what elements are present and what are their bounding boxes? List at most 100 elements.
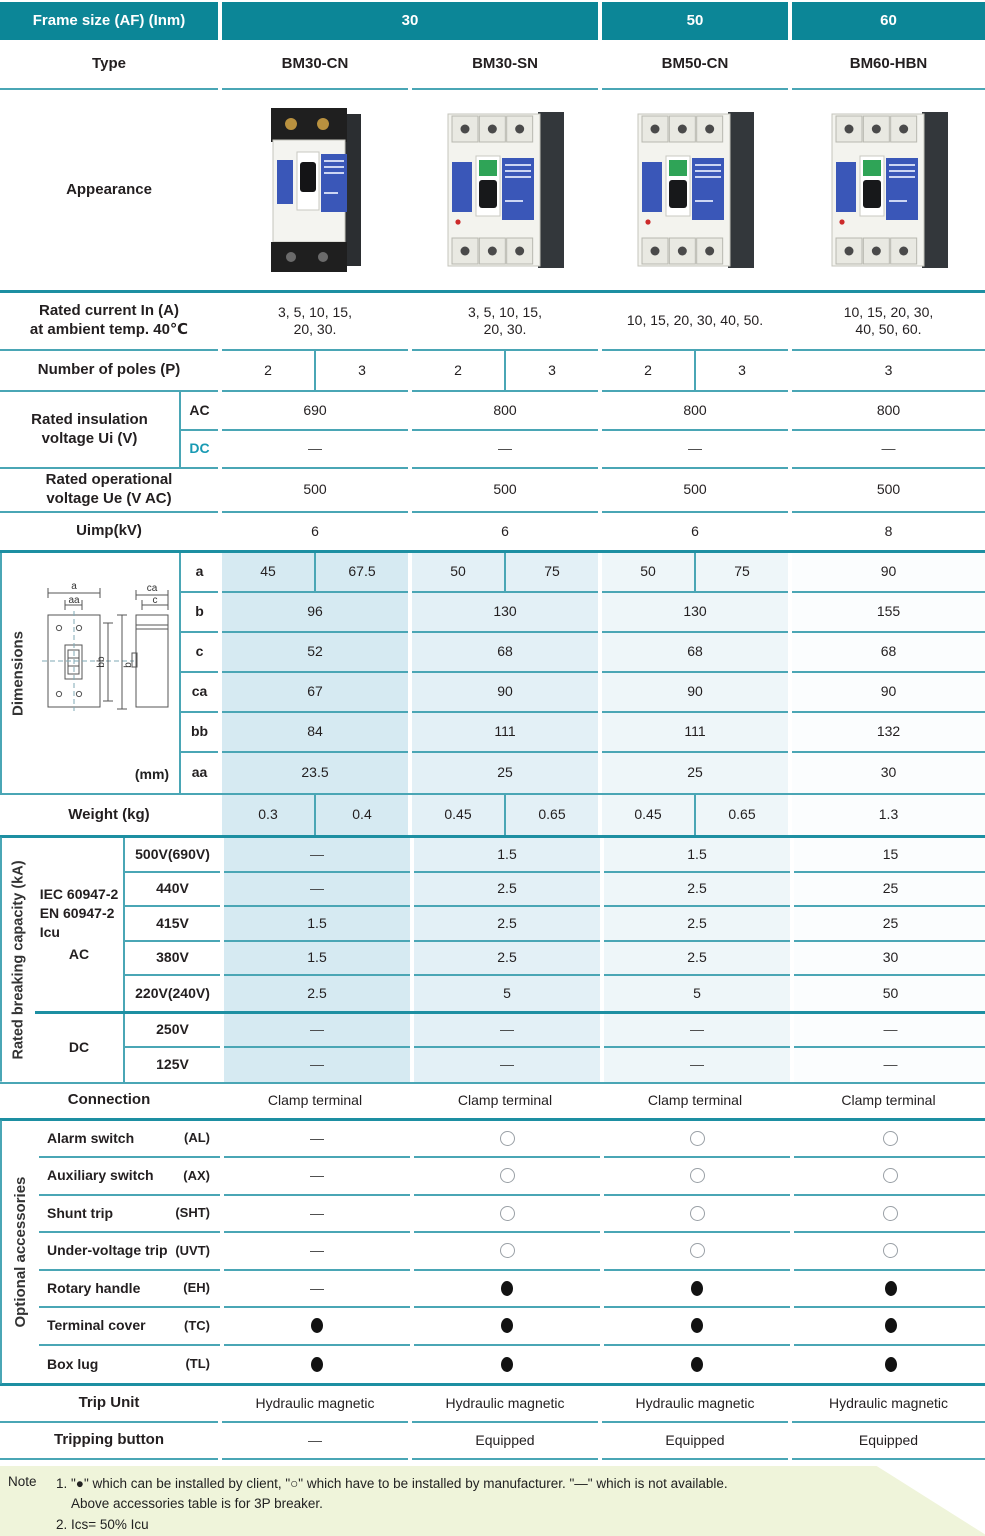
data-cell: 90: [792, 673, 985, 713]
data-subcell: 75: [694, 553, 788, 591]
section-separator: [0, 550, 985, 553]
note-block: Note 1. "●" which can be installed by cl…: [0, 1466, 985, 1536]
appearance-cell: [792, 90, 985, 290]
data-cell: 50 75: [412, 553, 598, 593]
data-cell: —: [604, 1047, 790, 1082]
breaker-illustration: [271, 108, 361, 272]
weight-label: Weight (kg): [68, 805, 150, 823]
accessory-name: Terminal cover: [47, 1317, 146, 1333]
data-cell: 155: [792, 593, 985, 633]
rated-current-row: Rated current In (A) at ambient temp. 40…: [0, 293, 985, 351]
circle-filled-icon: [691, 1280, 703, 1296]
data-subcell: 50: [450, 563, 466, 580]
data-cell: Clamp terminal: [457, 1091, 553, 1108]
data-cell: —: [224, 1233, 410, 1271]
accessory-code: (TL): [185, 1356, 210, 1372]
dimension-drawing: aaa cac bb b (mm): [42, 581, 169, 782]
data-cell: 68: [602, 633, 788, 673]
data-cell: 130: [412, 593, 598, 633]
circle-open-icon: [883, 1205, 898, 1221]
breaking-groups: IEC 60947-2 EN 60947-2 Icu AC 500V(690V) —1…: [35, 838, 985, 1082]
circle-filled-icon: [311, 1318, 323, 1334]
data-cell: [794, 1346, 985, 1384]
type-value-BM30-CN: BM30-CN: [222, 40, 408, 90]
section-separator: [0, 1117, 985, 1121]
circle-open-icon: [499, 1243, 515, 1259]
sub-label-ac: AC: [181, 392, 218, 431]
circle-open-icon: [689, 1168, 705, 1184]
data-cell: 111: [412, 713, 598, 753]
data-cell: —: [224, 1013, 410, 1048]
data-cell: 800: [412, 392, 598, 431]
dash-symbol: —: [310, 1279, 324, 1296]
data-subcell: 45: [260, 563, 276, 580]
data-subcell: 2: [644, 361, 652, 378]
svg-text:(mm): (mm): [135, 766, 169, 782]
data-cell: 500: [602, 469, 788, 513]
circle-filled-icon: [691, 1318, 703, 1334]
dimension-key-bb: bb: [181, 713, 218, 753]
data-cell: [414, 1233, 600, 1271]
data-cell: —: [602, 431, 788, 469]
data-cell: [604, 1271, 790, 1308]
svg-text:b: b: [123, 662, 134, 668]
insulation-row: Rated insulation voltage Ui (V) AC 690 800 8…: [0, 392, 985, 469]
breaking-row-500V(690V): 500V(690V) —1.5 1.5 15: [125, 838, 985, 873]
frame-size-header-row: Frame size (AF) (Inm) 30 50 60: [0, 0, 985, 40]
data-cell: 2.5: [414, 907, 600, 942]
data-cell: [794, 1233, 985, 1271]
svg-text:a: a: [71, 581, 77, 592]
breaking-row-415V: 415V 1.5 2.5 2.5 25: [125, 907, 985, 942]
tripping-button-row: Tripping button — Equipped Equipped Equipped: [0, 1423, 985, 1460]
note-line-1b: Above accessories table is for 3P breake…: [71, 1496, 323, 1512]
data-cell: —: [794, 1047, 985, 1082]
data-cell: 1.5: [224, 941, 410, 976]
data-cell: [794, 1196, 985, 1233]
data-subcell: 2: [454, 361, 462, 378]
circle-open-icon: [689, 1130, 705, 1146]
data-cell: [604, 1121, 790, 1158]
data-cell: 68: [792, 633, 985, 673]
frame-group-50: 50: [602, 2, 788, 40]
data-subcell: 50: [640, 563, 656, 580]
accessory-code: (EH): [183, 1280, 210, 1296]
circle-filled-icon: [884, 1318, 897, 1334]
data-cell: 2.5: [604, 907, 790, 942]
accessory-row-EH: Rotary handle (EH) —: [39, 1271, 985, 1308]
data-cell: 6: [501, 522, 509, 539]
accessory-name-cell: Rotary handle (EH): [39, 1271, 220, 1308]
data-cell: [414, 1308, 600, 1346]
data-cell: —: [604, 1013, 790, 1048]
breaking-dc-rows: 250V — — — —125V — — — —: [125, 1013, 985, 1082]
section-separator: [0, 290, 985, 293]
dc-connection-divider: [0, 1081, 985, 1084]
data-cell: Clamp terminal: [841, 1091, 936, 1108]
accessory-row-TC: Terminal cover (TC): [39, 1308, 985, 1346]
data-cell: —: [224, 1196, 410, 1233]
accessory-code: (TC): [184, 1317, 210, 1333]
data-subcell: 3: [504, 351, 598, 390]
data-cell: 45 67.5: [222, 553, 408, 593]
dash-symbol: —: [310, 1129, 324, 1146]
data-cell: 3, 5, 10, 15, 20, 30.: [222, 293, 408, 351]
data-cell: 0.3 0.4: [222, 795, 408, 835]
circle-filled-icon: [884, 1356, 897, 1372]
data-cell: —: [224, 872, 410, 907]
data-cell: 2.5: [414, 872, 600, 907]
data-cell: 52: [222, 633, 408, 673]
data-subcell: 67.5: [314, 553, 408, 591]
data-cell: Clamp terminal: [267, 1091, 363, 1108]
data-cell: —: [412, 431, 598, 469]
accessory-name-cell: Terminal cover (TC): [39, 1308, 220, 1346]
dimension-row-aa: aa 23.5 25 25 30: [181, 753, 985, 793]
data-subcell: 0.45: [444, 806, 472, 823]
data-cell: —: [224, 1121, 410, 1158]
accessories-section: Optional accessories Alarm switch (AL) — Aux…: [0, 1120, 985, 1384]
insulation-sub-rows: AC 690 800 800 800 DC — — — —: [181, 392, 985, 469]
data-cell: —: [792, 431, 985, 469]
dimensions-rows: a 45 67.5 50 75 50 75 90 b 96 130 130 155 c 52 68 68 68 ca…: [181, 553, 985, 793]
dimension-row-ca: ca 67 90 90 90: [181, 673, 985, 713]
data-cell: [414, 1196, 600, 1233]
